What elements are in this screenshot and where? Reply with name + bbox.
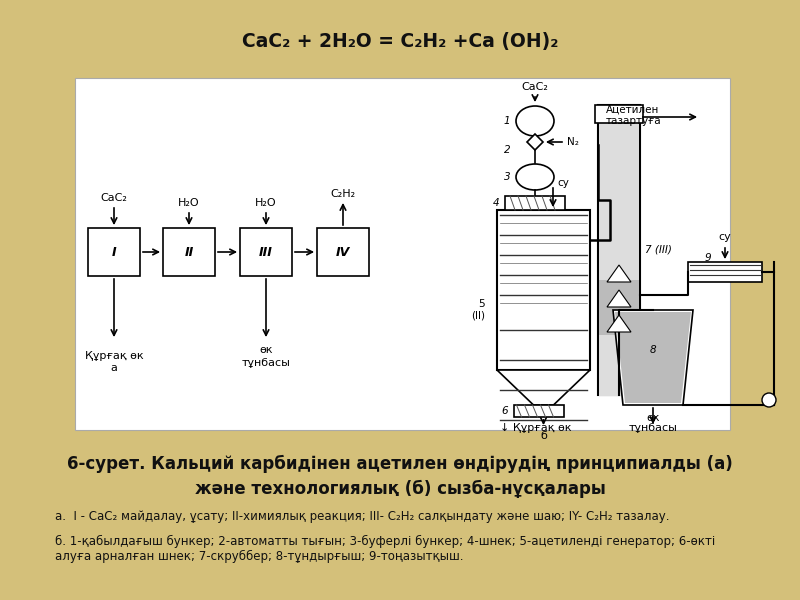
Text: I: I bbox=[112, 245, 116, 259]
Text: су: су bbox=[718, 232, 731, 242]
Bar bbox=[497, 210, 590, 370]
Text: өк: өк bbox=[646, 413, 660, 423]
Polygon shape bbox=[527, 134, 543, 150]
Text: Құрғақ өк: Құрғақ өк bbox=[85, 351, 143, 361]
Ellipse shape bbox=[516, 164, 554, 190]
Text: а.  I - CaC₂ майдалау, ұсату; II-химиялық реакция; III- C₂H₂ салқындату және шаю: а. I - CaC₂ майдалау, ұсату; II-химиялық… bbox=[55, 510, 670, 523]
Text: 6: 6 bbox=[501, 406, 507, 416]
Text: 6-сурет. Кальций карбидінен ацетилен өндірудің принципиалды (а)
және технологиял: 6-сурет. Кальций карбидінен ацетилен өнд… bbox=[67, 455, 733, 499]
Text: тұнбасы: тұнбасы bbox=[242, 358, 290, 368]
Bar bbox=[688, 262, 762, 282]
Bar bbox=[599, 108, 639, 396]
Bar bbox=[317, 228, 369, 276]
Bar bbox=[599, 280, 639, 335]
Polygon shape bbox=[607, 290, 631, 307]
Text: III: III bbox=[259, 245, 273, 259]
Text: C₂H₂: C₂H₂ bbox=[330, 189, 355, 199]
Bar bbox=[75, 78, 730, 430]
Text: ↓ Құрғақ өк: ↓ Құрғақ өк bbox=[500, 423, 571, 433]
Text: б: б bbox=[540, 431, 547, 441]
Circle shape bbox=[762, 393, 776, 407]
Text: II: II bbox=[184, 245, 194, 259]
Polygon shape bbox=[613, 310, 693, 405]
Text: N₂: N₂ bbox=[567, 137, 579, 147]
Text: 9: 9 bbox=[705, 253, 712, 263]
Bar bbox=[88, 228, 140, 276]
Text: а: а bbox=[110, 363, 118, 373]
Bar bbox=[240, 228, 292, 276]
Text: Ацетилен: Ацетилен bbox=[606, 105, 659, 115]
Text: 3: 3 bbox=[504, 172, 510, 182]
Text: тұнбасы: тұнбасы bbox=[629, 423, 678, 433]
Text: CaC₂ + 2H₂O = C₂H₂ +Ca (OH)₂: CaC₂ + 2H₂O = C₂H₂ +Ca (OH)₂ bbox=[242, 32, 558, 52]
Text: 4: 4 bbox=[492, 198, 499, 208]
Text: су: су bbox=[557, 178, 569, 188]
Text: IV: IV bbox=[336, 245, 350, 259]
Polygon shape bbox=[497, 370, 590, 405]
Polygon shape bbox=[607, 265, 631, 282]
Text: тазартуға: тазартуға bbox=[606, 116, 662, 126]
Text: 5
(II): 5 (II) bbox=[471, 299, 485, 321]
Polygon shape bbox=[607, 315, 631, 332]
Bar bbox=[514, 405, 563, 417]
Bar bbox=[598, 105, 640, 395]
Bar bbox=[505, 196, 565, 210]
Text: H₂O: H₂O bbox=[255, 198, 277, 208]
Text: 2: 2 bbox=[504, 145, 510, 155]
Ellipse shape bbox=[516, 106, 554, 136]
Text: 7 (III): 7 (III) bbox=[645, 245, 672, 255]
Text: б. 1-қабылдағыш бункер; 2-автоматты тығын; 3-буферлі бункер; 4-шнек; 5-ацетиленд: б. 1-қабылдағыш бункер; 2-автоматты тығы… bbox=[55, 535, 715, 563]
Polygon shape bbox=[615, 312, 691, 403]
Text: өк: өк bbox=[259, 345, 273, 355]
Text: 1: 1 bbox=[504, 116, 510, 126]
Text: 8: 8 bbox=[650, 345, 656, 355]
Text: CaC₂: CaC₂ bbox=[101, 193, 127, 203]
Bar bbox=[595, 105, 643, 123]
Text: H₂O: H₂O bbox=[178, 198, 200, 208]
Bar bbox=[163, 228, 215, 276]
Text: CaC₂: CaC₂ bbox=[522, 82, 549, 92]
